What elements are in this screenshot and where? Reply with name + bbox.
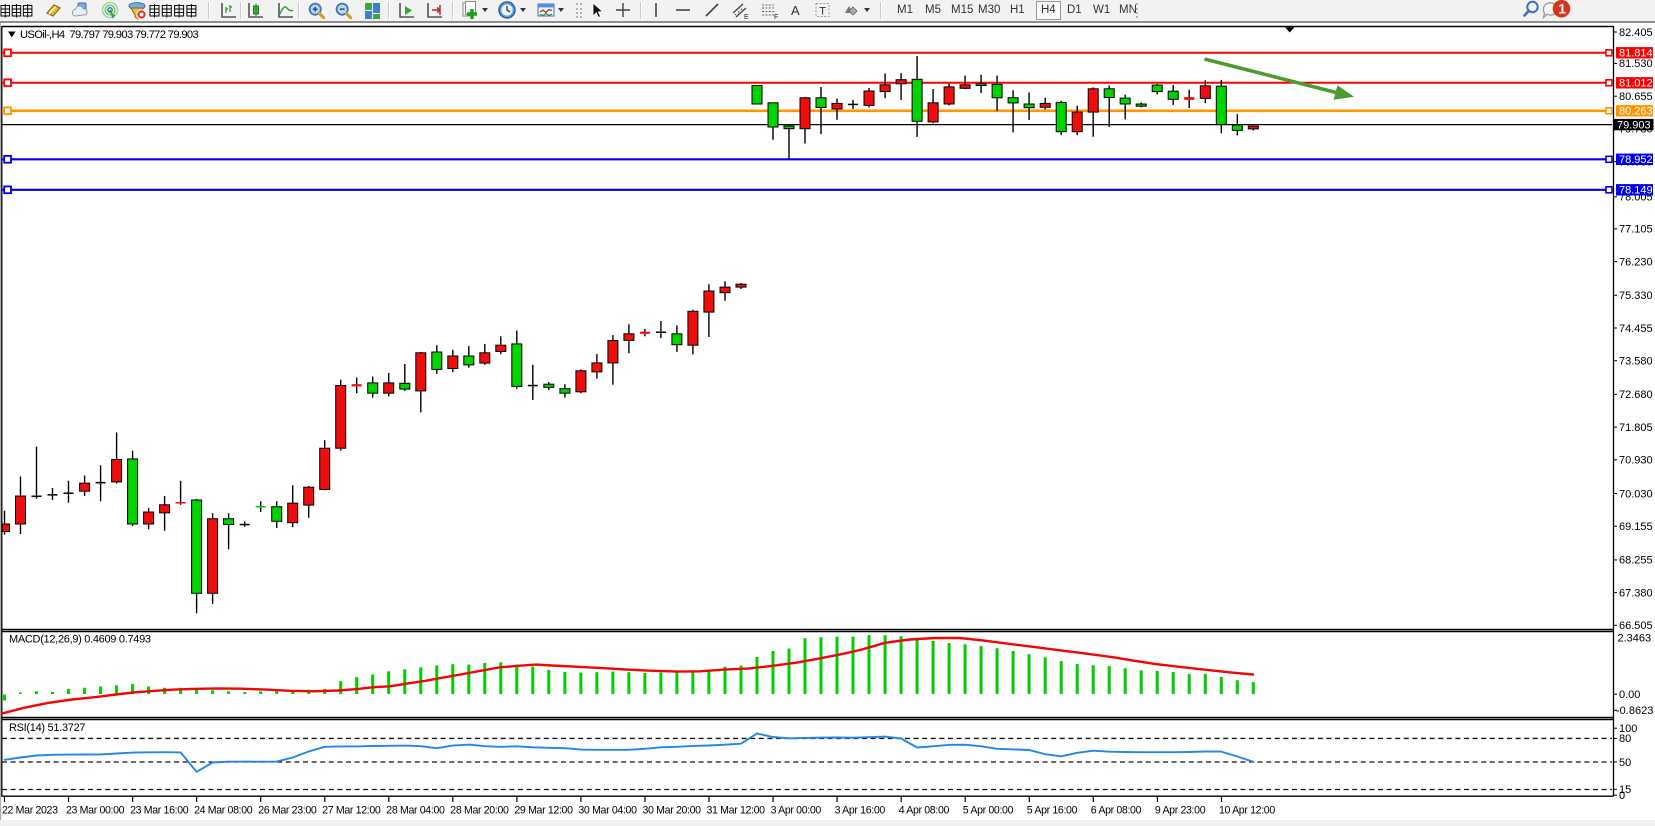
- svg-text:-0.8623: -0.8623: [1616, 705, 1653, 717]
- svg-text:74.455: 74.455: [1619, 323, 1653, 335]
- svg-text:77.105: 77.105: [1619, 224, 1653, 236]
- svg-text:79.903: 79.903: [1617, 119, 1651, 131]
- svg-text:28 Mar 20:00: 28 Mar 20:00: [450, 805, 509, 817]
- svg-text:80.263: 80.263: [1619, 106, 1653, 118]
- svg-text:82.405: 82.405: [1619, 27, 1653, 39]
- svg-text:81.012: 81.012: [1619, 78, 1653, 90]
- svg-text:A: A: [791, 3, 800, 18]
- svg-text:27 Mar 12:00: 27 Mar 12:00: [322, 805, 381, 817]
- svg-text:5 Apr 00:00: 5 Apr 00:00: [963, 805, 1014, 817]
- svg-text:66.505: 66.505: [1619, 620, 1653, 632]
- svg-text:23 Mar 00:00: 23 Mar 00:00: [66, 805, 125, 817]
- svg-text:78.952: 78.952: [1619, 154, 1653, 166]
- svg-text:6 Apr 08:00: 6 Apr 08:00: [1091, 805, 1142, 817]
- svg-text:30 Mar 20:00: 30 Mar 20:00: [643, 805, 702, 817]
- svg-text:F: F: [774, 14, 778, 21]
- svg-text:30 Mar 04:00: 30 Mar 04:00: [578, 805, 637, 817]
- svg-text:15: 15: [1619, 784, 1631, 796]
- svg-text:T: T: [819, 5, 826, 17]
- svg-text:68.255: 68.255: [1619, 555, 1653, 567]
- svg-text:E: E: [744, 14, 749, 21]
- svg-text:0: 0: [1619, 790, 1625, 802]
- svg-text:75.330: 75.330: [1619, 290, 1653, 302]
- svg-text:100: 100: [1619, 723, 1637, 735]
- svg-text:80: 80: [1619, 733, 1631, 745]
- svg-text:3 Apr 16:00: 3 Apr 16:00: [835, 805, 886, 817]
- svg-text:10 Apr 12:00: 10 Apr 12:00: [1219, 805, 1275, 817]
- svg-text:81.814: 81.814: [1619, 48, 1653, 60]
- svg-text:MACD(12,26,9) 0.4609 0.7493: MACD(12,26,9) 0.4609 0.7493: [9, 634, 151, 646]
- svg-text:1: 1: [1558, 1, 1566, 16]
- svg-text:0.00: 0.00: [1619, 689, 1640, 701]
- svg-text:78.149: 78.149: [1619, 185, 1653, 197]
- svg-text:81.530: 81.530: [1619, 58, 1653, 70]
- svg-text:5 Apr 16:00: 5 Apr 16:00: [1027, 805, 1078, 817]
- svg-text:9 Apr 23:00: 9 Apr 23:00: [1155, 805, 1206, 817]
- svg-text:70.930: 70.930: [1619, 455, 1653, 467]
- svg-text:80.655: 80.655: [1619, 91, 1653, 103]
- svg-text:76.230: 76.230: [1619, 256, 1653, 268]
- svg-text:23 Mar 16:00: 23 Mar 16:00: [130, 805, 189, 817]
- svg-text:72.680: 72.680: [1619, 389, 1653, 401]
- svg-text:73.580: 73.580: [1619, 356, 1653, 368]
- svg-text:3 Apr 00:00: 3 Apr 00:00: [771, 805, 822, 817]
- svg-text:31 Mar 12:00: 31 Mar 12:00: [707, 805, 766, 817]
- svg-text:70.030: 70.030: [1619, 488, 1653, 500]
- svg-text:71.805: 71.805: [1619, 422, 1653, 434]
- svg-text:50: 50: [1619, 757, 1631, 769]
- svg-text:24 Mar 08:00: 24 Mar 08:00: [194, 805, 253, 817]
- svg-text:26 Mar 23:00: 26 Mar 23:00: [258, 805, 317, 817]
- svg-text:67.380: 67.380: [1619, 587, 1653, 599]
- svg-text:28 Mar 04:00: 28 Mar 04:00: [386, 805, 445, 817]
- svg-text:USOil-,H4 79.797 79.903 79.77: USOil-,H4 79.797 79.903 79.772 79.903: [20, 29, 198, 41]
- svg-text:RSI(14) 51.3727: RSI(14) 51.3727: [9, 722, 85, 734]
- svg-text:22 Mar 2023: 22 Mar 2023: [2, 805, 58, 817]
- svg-text:4 Apr 08:00: 4 Apr 08:00: [899, 805, 950, 817]
- svg-text:29 Mar 12:00: 29 Mar 12:00: [514, 805, 573, 817]
- svg-text:69.155: 69.155: [1619, 521, 1653, 533]
- svg-text:2.3463: 2.3463: [1618, 633, 1652, 645]
